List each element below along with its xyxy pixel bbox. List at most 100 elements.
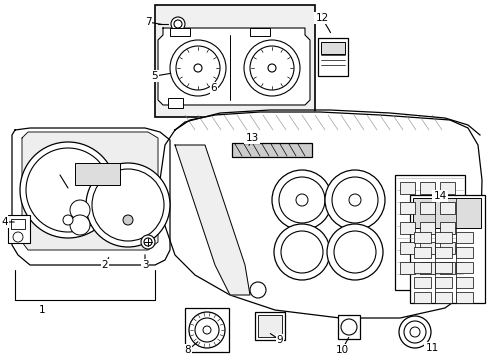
Bar <box>155 5 314 117</box>
Polygon shape <box>22 132 158 250</box>
Text: 12: 12 <box>315 13 328 23</box>
Bar <box>320 42 345 54</box>
Text: 5: 5 <box>151 71 158 81</box>
Polygon shape <box>160 112 481 318</box>
Bar <box>413 247 430 258</box>
Text: 2: 2 <box>102 260 108 270</box>
Bar <box>399 202 414 214</box>
Circle shape <box>70 200 90 220</box>
Bar <box>434 292 451 303</box>
Bar <box>439 242 454 254</box>
Polygon shape <box>12 128 170 265</box>
Bar <box>317 38 347 76</box>
Circle shape <box>86 163 170 247</box>
Text: 6: 6 <box>210 83 217 93</box>
Bar <box>412 198 480 228</box>
Bar <box>413 262 430 273</box>
Circle shape <box>141 235 155 249</box>
Bar <box>455 262 472 273</box>
Circle shape <box>409 327 419 337</box>
Bar <box>455 277 472 288</box>
Circle shape <box>63 215 73 225</box>
Bar <box>11 219 25 229</box>
Bar <box>439 182 454 194</box>
Circle shape <box>13 232 23 242</box>
Bar <box>419 182 434 194</box>
Polygon shape <box>158 28 309 105</box>
Circle shape <box>195 318 219 342</box>
Bar <box>455 232 472 243</box>
Bar <box>455 292 472 303</box>
Bar <box>337 315 359 339</box>
Circle shape <box>348 194 360 206</box>
Text: 11: 11 <box>425 343 438 353</box>
Bar <box>8 215 30 243</box>
Bar <box>419 222 434 234</box>
Bar <box>184 308 228 352</box>
Bar <box>455 247 472 258</box>
Bar <box>170 28 190 36</box>
Bar <box>413 292 430 303</box>
Bar <box>434 277 451 288</box>
Text: 8: 8 <box>184 345 191 355</box>
Circle shape <box>203 326 210 334</box>
Circle shape <box>189 312 224 348</box>
Bar <box>399 242 414 254</box>
Circle shape <box>403 321 425 343</box>
Circle shape <box>279 177 325 223</box>
Text: 3: 3 <box>142 260 148 270</box>
Circle shape <box>176 46 220 90</box>
Circle shape <box>326 224 382 280</box>
Text: 13: 13 <box>245 133 258 143</box>
Circle shape <box>143 238 152 246</box>
Bar <box>439 202 454 214</box>
Circle shape <box>249 282 265 298</box>
Circle shape <box>273 224 329 280</box>
Bar <box>249 28 269 36</box>
Bar <box>409 195 484 303</box>
Circle shape <box>281 231 323 273</box>
Bar <box>258 315 282 337</box>
Text: 1: 1 <box>39 305 45 315</box>
Text: 10: 10 <box>335 345 348 355</box>
Text: 9: 9 <box>276 335 283 345</box>
Circle shape <box>295 194 307 206</box>
Circle shape <box>171 17 184 31</box>
Circle shape <box>331 177 377 223</box>
Bar <box>399 222 414 234</box>
Circle shape <box>340 319 356 335</box>
Bar <box>434 232 451 243</box>
Circle shape <box>174 20 182 28</box>
Bar <box>399 182 414 194</box>
Circle shape <box>398 316 430 348</box>
Bar <box>439 222 454 234</box>
Circle shape <box>92 169 163 241</box>
Text: 7: 7 <box>144 17 151 27</box>
Bar <box>434 247 451 258</box>
Circle shape <box>170 40 225 96</box>
Bar <box>394 175 464 290</box>
Bar <box>413 277 430 288</box>
Bar <box>231 143 311 157</box>
Circle shape <box>325 170 384 230</box>
Circle shape <box>70 215 90 235</box>
Bar <box>168 98 183 108</box>
Circle shape <box>244 40 299 96</box>
Bar <box>413 232 430 243</box>
Text: 14: 14 <box>432 191 446 201</box>
Bar <box>254 312 285 340</box>
Circle shape <box>267 64 275 72</box>
Bar <box>439 262 454 274</box>
Circle shape <box>123 215 133 225</box>
Text: 4: 4 <box>1 217 8 227</box>
Circle shape <box>26 148 110 232</box>
Bar <box>419 202 434 214</box>
Circle shape <box>194 64 202 72</box>
Circle shape <box>333 231 375 273</box>
Bar <box>419 262 434 274</box>
Polygon shape <box>175 145 249 295</box>
Circle shape <box>249 46 293 90</box>
Circle shape <box>271 170 331 230</box>
Bar <box>399 262 414 274</box>
Bar <box>419 242 434 254</box>
